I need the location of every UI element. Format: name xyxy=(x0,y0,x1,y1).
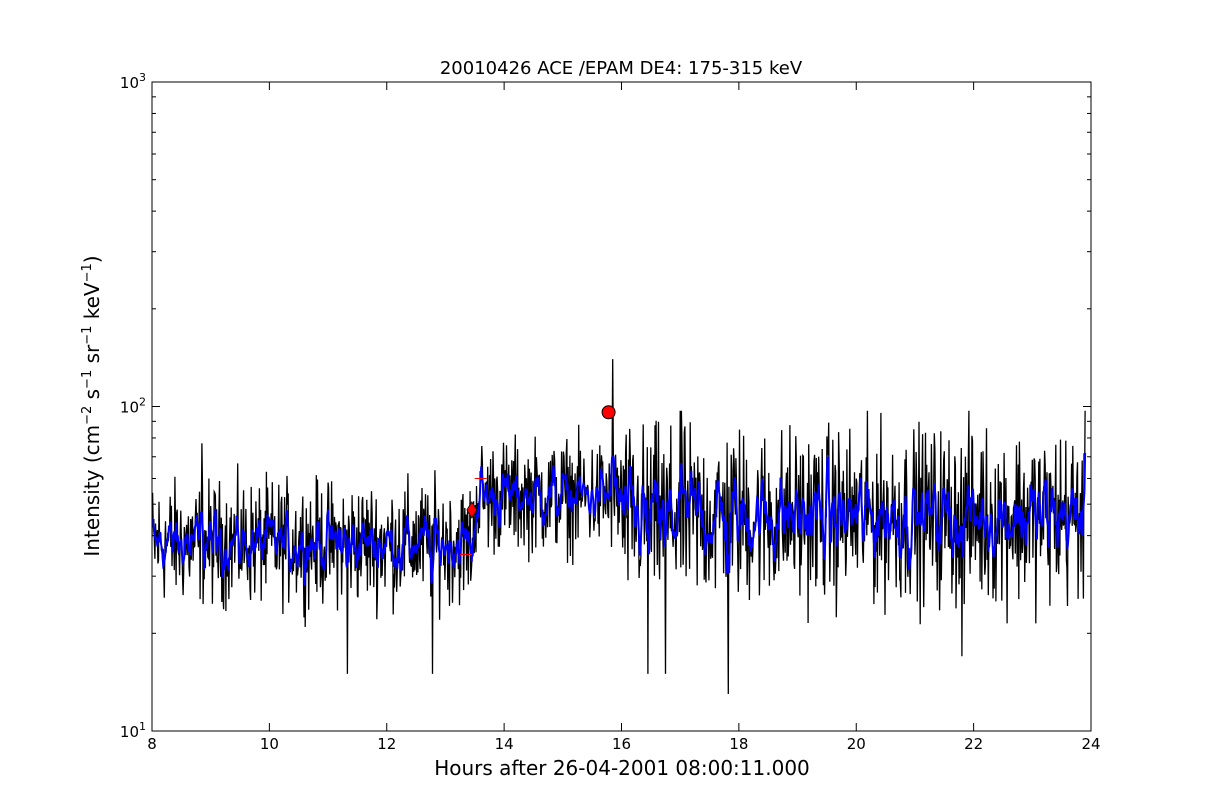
marker-diamond xyxy=(466,501,478,519)
x-tick-label: 16 xyxy=(612,735,631,753)
x-tick-label: 22 xyxy=(964,735,983,753)
marker-circle xyxy=(601,405,616,420)
y-axis-label: Intensity (cm−2 s−1 sr−1 keV−1) xyxy=(80,255,104,556)
x-tick-label: 10 xyxy=(260,735,279,753)
x-tick-label: 18 xyxy=(729,735,748,753)
series-layer xyxy=(152,359,1087,695)
series-smoothed-line xyxy=(152,452,1087,586)
x-axis: 8 10 12 14 16 18 20 22 24 xyxy=(147,82,1101,753)
y-axis: 101 102 103 xyxy=(120,71,1091,741)
x-tick-label: 8 xyxy=(147,735,157,753)
y-tick-label: 102 xyxy=(120,396,146,417)
marker-layer xyxy=(459,405,616,555)
chart-title: 20010426 ACE /EPAM DE4: 175-315 keV xyxy=(440,58,803,79)
x-tick-label: 14 xyxy=(495,735,514,753)
x-tick-label: 12 xyxy=(377,735,396,753)
y-tick-label: 101 xyxy=(120,720,146,741)
x-tick-label: 20 xyxy=(847,735,866,753)
x-tick-label: 24 xyxy=(1081,735,1100,753)
y-tick-label: 103 xyxy=(120,71,146,92)
x-axis-label: Hours after 26-04-2001 08:00:11.000 xyxy=(434,756,810,780)
